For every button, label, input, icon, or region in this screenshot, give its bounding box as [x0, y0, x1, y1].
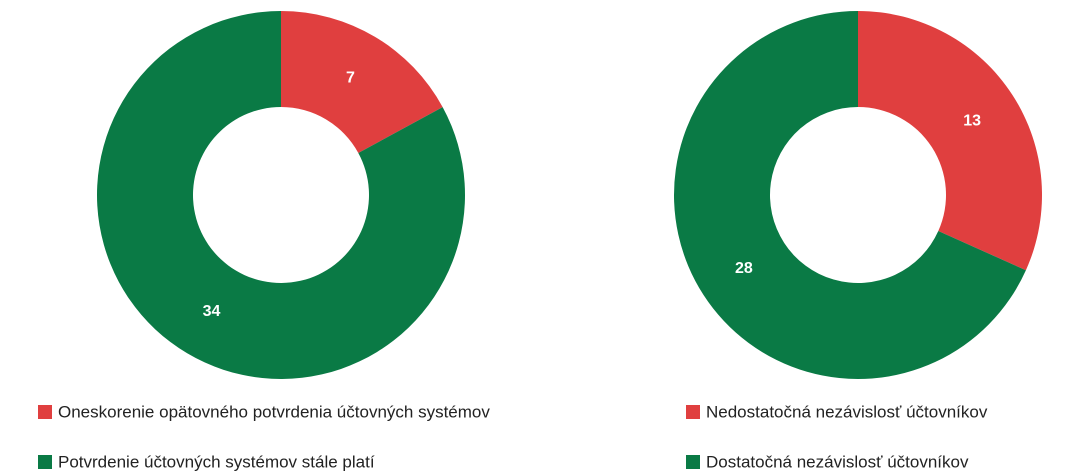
- legend-swatch: [38, 455, 52, 469]
- legend-swatch: [38, 405, 52, 419]
- legend-label: Oneskorenie opätovného potvrdenia účtovn…: [58, 402, 490, 421]
- donut-slice: [858, 11, 1042, 271]
- donut-slice: [674, 11, 1026, 380]
- legend-swatch: [686, 405, 700, 419]
- data-label: 7: [346, 69, 355, 86]
- data-label: 34: [203, 303, 221, 320]
- donut-slice: [281, 11, 443, 153]
- legend-label: Potvrdenie účtovných systémov stále plat…: [58, 452, 375, 471]
- donut-slice: [96, 11, 465, 380]
- legend-label: Dostatočná nezávislosť účtovníkov: [706, 452, 969, 471]
- legend-swatch: [686, 455, 700, 469]
- data-label: 28: [735, 260, 753, 277]
- legend-label: Nedostatočná nezávislosť účtovníkov: [706, 402, 988, 421]
- data-label: 13: [963, 112, 981, 129]
